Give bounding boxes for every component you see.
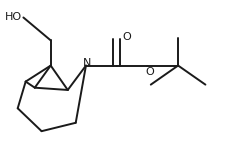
Text: N: N — [82, 58, 90, 68]
Text: O: O — [122, 32, 131, 42]
Text: O: O — [145, 67, 153, 77]
Text: HO: HO — [5, 12, 22, 22]
